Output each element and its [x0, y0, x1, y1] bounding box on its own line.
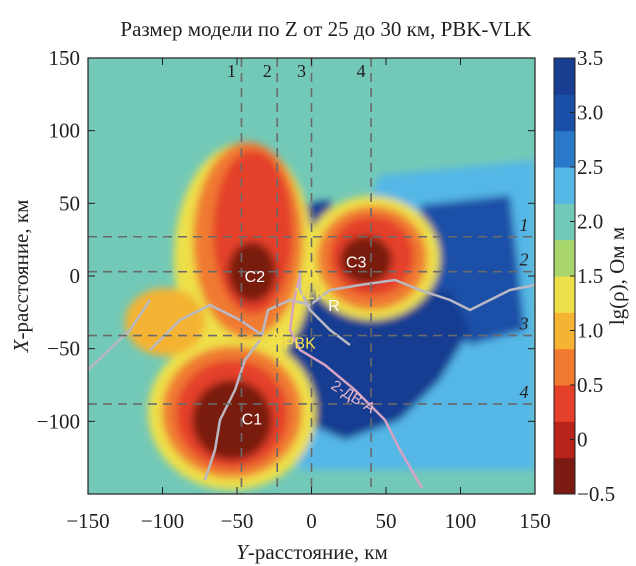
colorbar-step — [554, 457, 575, 495]
y-axis: 150 100 50 0 −50 −100 — [37, 46, 535, 433]
colorbar-tick-label: −0.5 — [577, 482, 615, 506]
y-axis-title: X-расстояние, км — [9, 200, 33, 354]
colorbar-tick-label: 0 — [577, 428, 588, 452]
y-tick-label: 50 — [59, 191, 80, 215]
x-tick-label: 100 — [445, 509, 477, 533]
colorbar-step — [554, 94, 575, 132]
anomaly-label: R — [328, 298, 340, 315]
horizontal-profile-label: 3 — [519, 314, 529, 334]
y-tick-label: 150 — [49, 46, 81, 70]
colorbar-label: lg(ρ), Ом м — [605, 227, 629, 325]
station-marker — [303, 265, 320, 280]
y-tick-label: −100 — [37, 409, 80, 433]
colorbar-ticks: 3.5 3.0 2.5 2.0 1.5 1.0 0.5 0 −0.5 — [570, 46, 615, 506]
y-axis-title-rest: -расстояние, км — [9, 200, 33, 340]
vertical-profile-label: 1 — [227, 61, 236, 81]
horizontal-profile-label: 1 — [520, 215, 529, 235]
colorbar: 3.5 3.0 2.5 2.0 1.5 1.0 0.5 0 −0.5 — [553, 46, 615, 506]
vertical-profile-label: 2 — [263, 61, 272, 81]
colorbar-step — [554, 385, 575, 422]
anomaly-label: C1 — [242, 411, 263, 428]
x-tick-label: 0 — [306, 509, 317, 533]
station-marker — [268, 330, 284, 345]
x-tick-label: −150 — [66, 509, 109, 533]
y-tick-label: 100 — [49, 119, 81, 143]
station-label: PBK — [284, 335, 316, 352]
colorbar-tick-label: 1.5 — [577, 264, 603, 288]
profile-2-dv-a-line — [288, 275, 424, 489]
x-tick-label: −50 — [221, 509, 254, 533]
y-tick-label: 0 — [70, 264, 81, 288]
core-c1 — [192, 380, 272, 460]
colorbar-step — [554, 348, 575, 386]
y-tick-label: −50 — [47, 337, 80, 361]
colorbar-tick-label: 1.0 — [577, 319, 603, 343]
colorbar-tick-label: 0.5 — [577, 373, 603, 397]
colorbar-tick-label: 3.5 — [577, 46, 603, 70]
horizontal-profile-label: 4 — [520, 382, 529, 402]
coastline-2 — [88, 299, 152, 371]
profile-labels: 1 2 3 4 1 2 3 4 — [227, 61, 529, 402]
colorbar-step — [554, 239, 575, 277]
horizontal-profile-label: 2 — [520, 250, 529, 270]
colorbar-tick-label: 3.0 — [577, 101, 603, 125]
colorbar-step — [554, 130, 575, 168]
chart-title: Размер модели по Z от 25 до 30 км, PBK-V… — [120, 17, 531, 41]
colorbar-step — [554, 421, 575, 459]
vertical-profile-label: 3 — [297, 61, 306, 81]
colorbar-tick-label: 2.0 — [577, 210, 603, 234]
x-tick-label: 50 — [376, 509, 397, 533]
x-axis: −150 −100 −50 0 50 100 150 — [66, 58, 551, 533]
station-label: VLK — [296, 286, 327, 303]
anomaly-label: C3 — [346, 254, 367, 271]
x-axis-title: Y-расстояние, км — [236, 540, 388, 564]
colorbar-tick-label: 2.5 — [577, 155, 603, 179]
colorbar-step — [554, 312, 575, 350]
x-axis-title-rest: -расстояние, км — [248, 540, 388, 564]
colorbar-step — [554, 276, 575, 313]
x-tick-label: 150 — [519, 509, 551, 533]
x-tick-label: −100 — [141, 509, 184, 533]
x-axis-title-letter: Y — [236, 540, 250, 564]
colorbar-steps — [554, 58, 575, 495]
vertical-profile-label: 4 — [357, 61, 366, 81]
coastline-3 — [203, 339, 261, 481]
anomaly-label: C2 — [245, 269, 266, 286]
halo-west — [125, 288, 205, 356]
core-c2 — [228, 242, 276, 302]
anomaly-labels: C1 C2 C3 R — [242, 254, 367, 428]
y-axis-title-letter: X — [9, 338, 33, 353]
colorbar-step — [554, 58, 575, 95]
vertical-profile-lines — [240, 58, 372, 494]
colorbar-step — [554, 203, 575, 241]
colorbar-step — [554, 167, 575, 204]
coastline-1 — [149, 278, 535, 351]
stations: VLK PBK — [268, 265, 327, 352]
